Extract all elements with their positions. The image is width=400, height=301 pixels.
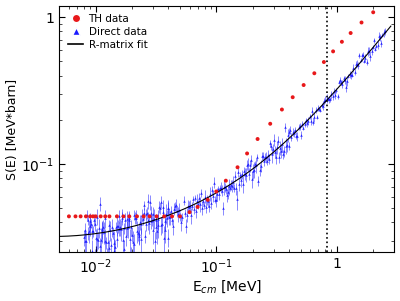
Point	[204, 197, 211, 202]
Point	[126, 214, 132, 219]
Point	[321, 60, 327, 64]
Point	[83, 214, 89, 219]
Point	[102, 214, 108, 219]
Point	[134, 214, 140, 219]
Point	[78, 214, 84, 219]
Point	[87, 214, 93, 219]
Point	[370, 10, 376, 15]
Point	[186, 210, 193, 215]
Point	[279, 107, 285, 112]
Point	[114, 214, 120, 219]
Point	[161, 214, 168, 219]
Point	[177, 214, 183, 219]
Y-axis label: S(E) [MeV*barn]: S(E) [MeV*barn]	[6, 79, 18, 179]
Point	[72, 214, 79, 219]
Point	[169, 214, 175, 219]
Point	[244, 151, 250, 156]
Point	[290, 95, 296, 100]
Point	[348, 31, 354, 36]
Point	[213, 189, 220, 194]
Point	[154, 214, 160, 219]
Point	[254, 137, 261, 141]
Point	[358, 20, 365, 25]
Point	[339, 39, 345, 44]
Point	[106, 214, 113, 219]
Point	[311, 71, 318, 76]
Point	[300, 83, 307, 88]
Point	[267, 121, 274, 126]
Point	[66, 214, 72, 219]
X-axis label: E$_{cm}$ [MeV]: E$_{cm}$ [MeV]	[192, 279, 262, 296]
Point	[194, 205, 201, 209]
Point	[98, 214, 104, 219]
Point	[223, 178, 229, 183]
Point	[140, 214, 147, 219]
Point	[120, 214, 127, 219]
Point	[234, 165, 241, 170]
Legend: TH data, Direct data, R-matrix fit: TH data, Direct data, R-matrix fit	[64, 11, 150, 53]
Point	[146, 214, 153, 219]
Point	[92, 214, 99, 219]
Point	[90, 214, 96, 219]
Point	[330, 49, 336, 54]
